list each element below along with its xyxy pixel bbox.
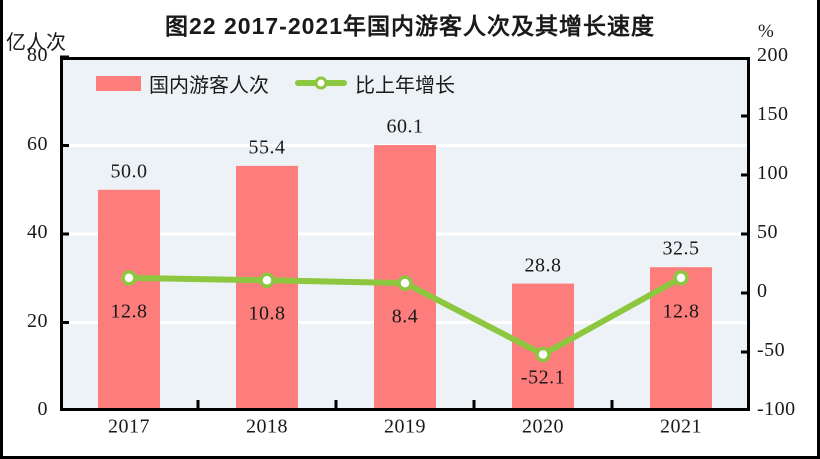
plot-border — [60, 57, 750, 411]
left-axis-unit: 亿人次 — [6, 32, 66, 54]
frame-left-border — [0, 0, 3, 459]
bar-2017 — [98, 189, 160, 409]
line-marker-icon — [314, 76, 328, 90]
bar-swatch-icon — [96, 75, 141, 91]
legend-item-line: 比上年增长 — [295, 69, 455, 98]
chart-title: 图22 2017-2021年国内游客人次及其增长速度 — [165, 13, 655, 39]
legend-bar-label: 国内游客人次 — [149, 74, 269, 97]
line-swatch-icon — [295, 76, 347, 90]
line-marker-2021 — [673, 270, 689, 286]
line-marker-2018 — [259, 272, 275, 289]
right-axis-unit: % — [758, 21, 774, 42]
legend-line-label: 比上年增长 — [355, 74, 455, 97]
line-marker-2017 — [121, 270, 137, 286]
line-marker-2020 — [535, 346, 551, 363]
frame-bottom-border — [0, 456, 820, 459]
line-marker-2019 — [397, 275, 413, 291]
frame-right-border — [817, 0, 820, 459]
legend: 国内游客人次 比上年增长 — [96, 69, 455, 98]
legend-item-bar: 国内游客人次 — [96, 69, 269, 98]
